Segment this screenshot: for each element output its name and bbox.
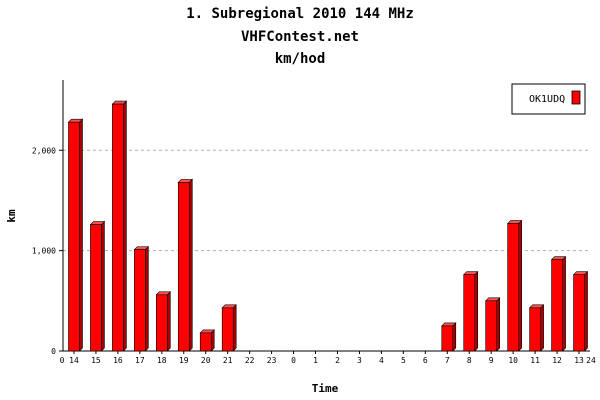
bar-front — [463, 274, 476, 352]
bar — [528, 304, 545, 352]
bar-front — [485, 300, 497, 352]
legend: OK1UDQ — [511, 83, 586, 115]
bar-side — [101, 220, 105, 352]
x-tick-label: 2 — [335, 356, 340, 365]
x-tick-label: 12 — [552, 356, 562, 365]
bar — [550, 255, 567, 352]
legend-label: OK1UDQ — [529, 94, 565, 105]
bar — [89, 220, 106, 352]
x-tick-label: 19 — [179, 356, 189, 365]
bar-side — [452, 322, 457, 352]
chart-subtitle: VHFContest.net — [240, 29, 359, 45]
bar — [67, 118, 84, 352]
bar-front — [199, 332, 212, 352]
x-tick-label: 15 — [91, 356, 101, 365]
x-tick-label: 6 — [423, 356, 428, 365]
bar — [199, 329, 215, 352]
bar-side — [145, 245, 149, 352]
bar — [111, 100, 128, 352]
bar-side — [232, 304, 237, 352]
y-tick-label: 0 — [51, 347, 56, 356]
bar-front — [551, 259, 563, 352]
bar-front — [177, 182, 190, 352]
bars — [67, 100, 589, 352]
x-tick-label: 13 — [574, 356, 584, 365]
grid-lines — [63, 149, 590, 252]
x-tick-label: 22 — [245, 356, 255, 365]
bar-side — [562, 255, 566, 352]
legend-swatch — [571, 90, 581, 105]
bar-side — [584, 270, 588, 352]
bar-front — [573, 274, 585, 352]
x-tick-label: 21 — [223, 356, 233, 365]
bar-front — [156, 294, 168, 352]
bar — [484, 297, 501, 352]
x-tick-label: 8 — [467, 356, 472, 365]
x-tick-label: 1 — [313, 356, 318, 365]
bar-side — [188, 178, 193, 352]
y-ticks: 0 1,000 2,000 — [32, 146, 63, 356]
bar-side — [540, 304, 544, 352]
x-tick-label: 17 — [135, 356, 145, 365]
bar — [155, 291, 172, 352]
x-tick-label: 14 — [69, 356, 79, 365]
bar-front — [90, 224, 102, 352]
bar-front — [221, 307, 234, 352]
x-tick-label: 3 — [357, 356, 362, 365]
bar — [177, 178, 193, 352]
x-edge-label-start: 0 — [60, 356, 65, 365]
x-tick-label: 0 — [291, 356, 296, 365]
x-tick-label: 10 — [508, 356, 518, 365]
y-tick-label: 1,000 — [32, 247, 56, 256]
bar-side — [496, 297, 500, 352]
bar-front — [112, 103, 124, 352]
bar — [572, 270, 589, 352]
x-ticks: 14 15 16 17 18 19 20 21 22 23 0 1 2 3 4 5 6 7 8 9 10 11 12 130 2… — [60, 351, 596, 365]
x-tick-label: 4 — [379, 356, 384, 365]
x-tick-label: 11 — [530, 356, 540, 365]
bar-front — [441, 325, 454, 352]
bar — [133, 245, 150, 352]
bar — [506, 219, 523, 352]
bar — [463, 270, 479, 352]
bar-side — [518, 219, 522, 352]
bar-front — [529, 307, 541, 352]
chart-title: 1. Subregional 2010 144 MHz — [186, 6, 414, 22]
bar — [221, 304, 237, 352]
y-tick-label: 2,000 — [32, 146, 56, 155]
bar-side — [167, 291, 171, 352]
bar-front — [507, 223, 519, 352]
x-tick-label: 18 — [157, 356, 167, 365]
y-axis-label: km — [5, 209, 18, 223]
axes — [62, 80, 590, 352]
bar-front — [134, 249, 146, 352]
bar-front — [68, 121, 80, 352]
x-tick-label: 20 — [201, 356, 211, 365]
bar-side — [474, 270, 479, 352]
x-tick-label: 23 — [267, 356, 277, 365]
bar — [441, 322, 457, 352]
bar-side — [210, 329, 215, 352]
x-tick-label: 9 — [489, 356, 494, 365]
x-tick-label: 5 — [401, 356, 406, 365]
bar-side — [123, 100, 127, 352]
x-tick-label: 16 — [113, 356, 123, 365]
x-axis-label: Time — [312, 382, 339, 395]
bar-side — [79, 118, 83, 352]
x-edge-label-end: 24 — [586, 356, 596, 365]
x-tick-label: 7 — [445, 356, 450, 365]
chart-subtitle-unit: km/hod — [274, 51, 326, 67]
